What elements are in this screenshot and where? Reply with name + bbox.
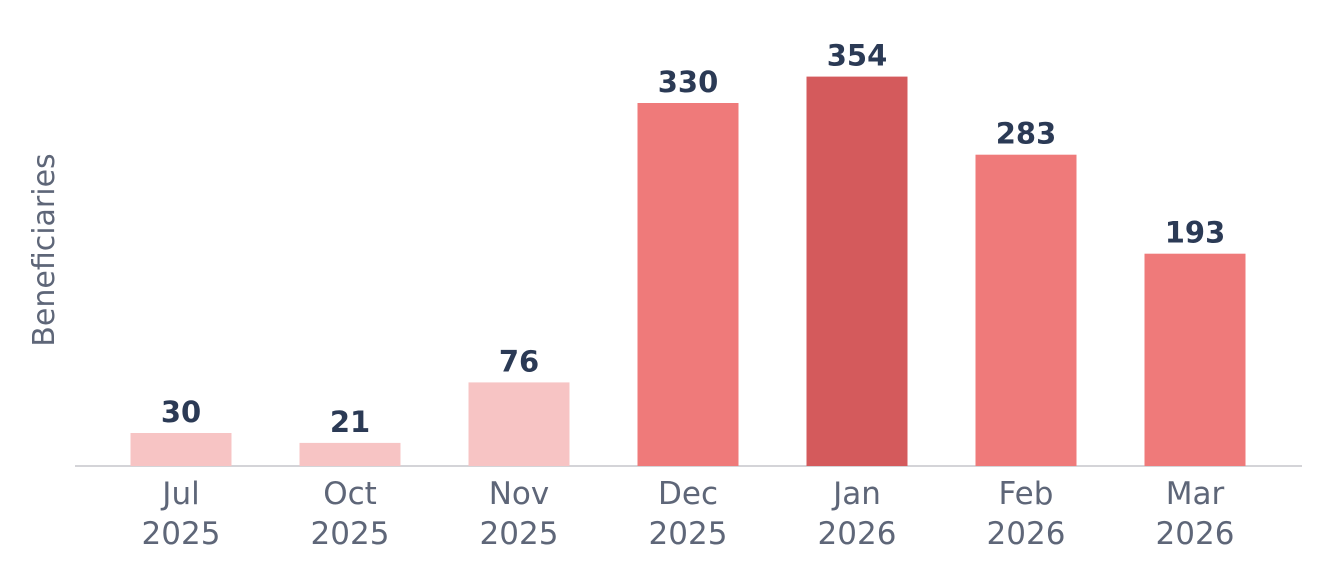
- x-tick-label: Jan: [831, 476, 881, 512]
- x-tick-label: Feb: [999, 476, 1054, 512]
- bar: [637, 103, 739, 466]
- value-label: 193: [1165, 216, 1226, 250]
- x-tick-label: Oct: [323, 476, 377, 512]
- bar: [975, 154, 1077, 466]
- value-label: 283: [996, 117, 1057, 151]
- value-label: 76: [499, 344, 539, 378]
- x-tick-label: Mar: [1166, 476, 1225, 512]
- x-tick-label: Jul: [160, 476, 199, 512]
- value-label: 330: [658, 65, 719, 99]
- x-tick-label: 2025: [311, 516, 390, 552]
- x-tick-label: Dec: [658, 476, 718, 512]
- bar: [299, 442, 401, 466]
- value-label: 30: [161, 395, 201, 429]
- x-tick-label: 2025: [480, 516, 559, 552]
- x-tick-label: 2026: [987, 516, 1066, 552]
- x-tick-label: 2026: [1156, 516, 1235, 552]
- x-tick-label: 2026: [818, 516, 897, 552]
- bar: [806, 76, 908, 466]
- bar: [130, 433, 232, 466]
- value-label: 354: [827, 39, 888, 73]
- bar: [1144, 253, 1246, 466]
- value-label: 21: [330, 405, 370, 439]
- x-tick-label: Nov: [489, 476, 550, 512]
- x-tick-label: 2025: [142, 516, 221, 552]
- y-axis-label: Beneficiaries: [27, 153, 62, 346]
- x-tick-label: 2025: [649, 516, 728, 552]
- bar: [468, 382, 570, 466]
